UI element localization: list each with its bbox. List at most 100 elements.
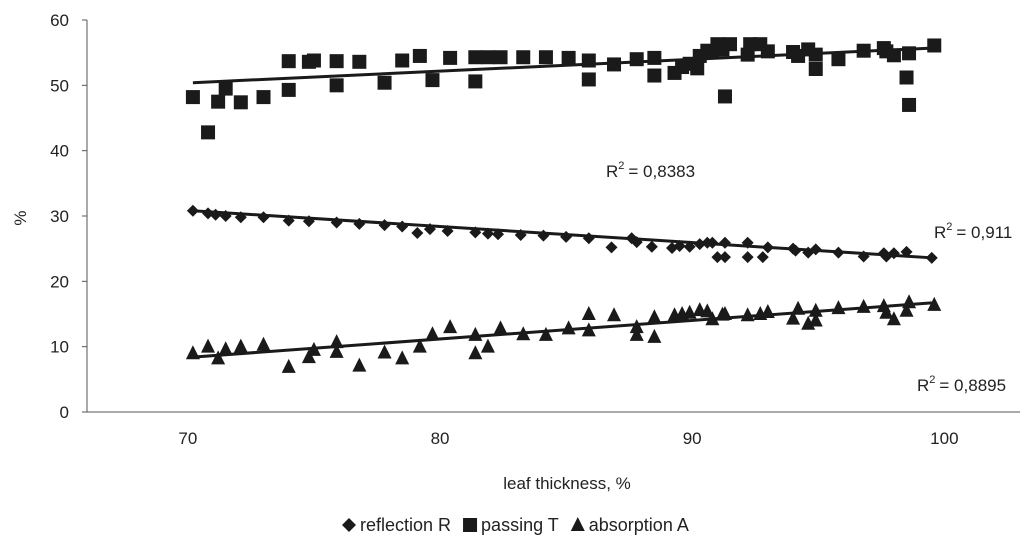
y-axis-ticks: 0 10 20 30 40 50 60	[50, 11, 87, 422]
triangle-point	[581, 306, 596, 320]
diamond-point	[378, 219, 391, 232]
square-point	[480, 50, 495, 65]
square-point	[899, 70, 914, 85]
square-point	[581, 53, 596, 68]
trendline-reflection	[192, 209, 932, 260]
y-tick-label: 30	[50, 207, 69, 226]
diamond-point	[693, 238, 706, 251]
diamond-point	[887, 247, 900, 260]
diamond-point	[411, 226, 424, 239]
data-points	[185, 37, 942, 373]
square-point	[468, 50, 483, 65]
triangle-point	[395, 350, 410, 365]
triangle-point	[211, 350, 226, 365]
diamond-point	[441, 225, 454, 238]
diamond-point	[761, 241, 774, 254]
triangle-point	[329, 334, 344, 349]
square-point	[281, 82, 296, 97]
diamond-point	[234, 211, 247, 224]
diamond-point	[560, 230, 573, 243]
square-point	[329, 78, 344, 93]
triangle-point	[740, 307, 755, 322]
diamond-point	[683, 240, 696, 253]
square-point	[306, 53, 321, 68]
triangle-point	[468, 345, 483, 360]
square-point	[412, 48, 427, 63]
triangle-point	[786, 310, 801, 325]
legend-label: absorption A	[589, 515, 689, 535]
square-point	[808, 47, 823, 62]
legend-marker-triangle	[570, 517, 585, 531]
diamond-point	[789, 244, 802, 257]
square-point	[902, 46, 917, 61]
y-tick-label: 60	[50, 11, 69, 30]
diamond-point	[706, 236, 719, 249]
triangle-point	[629, 326, 644, 341]
triangle-point	[329, 343, 344, 358]
triangle-point	[647, 309, 662, 324]
diamond-point	[582, 232, 595, 245]
square-point	[233, 95, 248, 110]
square-point	[856, 43, 871, 58]
trendlines	[192, 46, 932, 359]
diamond-point	[711, 251, 724, 264]
diamond-point	[741, 251, 754, 264]
square-point	[493, 50, 508, 65]
y-tick-label: 50	[50, 76, 69, 95]
diamond-point	[396, 220, 409, 233]
diamond-point	[423, 223, 436, 236]
square-point	[201, 125, 216, 140]
triangle-point	[682, 304, 697, 319]
triangle-point	[791, 300, 806, 315]
triangle-point	[886, 311, 901, 326]
square-point	[561, 50, 576, 65]
square-point	[927, 38, 942, 53]
series-reflection	[186, 204, 938, 264]
triangle-point	[218, 341, 233, 356]
diamond-point	[605, 241, 618, 254]
square-point	[647, 68, 662, 83]
x-axis-ticks: 70 80 90 100	[178, 429, 958, 448]
diamond-point	[353, 217, 366, 230]
legend-label: reflection R	[360, 515, 451, 535]
y-tick-label: 20	[50, 272, 69, 291]
y-tick-label: 40	[50, 142, 69, 161]
diamond-point	[492, 228, 505, 241]
diamond-point	[257, 211, 270, 224]
y-tick-label: 10	[50, 338, 69, 357]
triangle-point	[561, 320, 576, 335]
triangle-point	[927, 296, 942, 311]
square-point	[607, 57, 622, 72]
triangle-point	[233, 338, 248, 353]
square-point	[281, 54, 296, 69]
square-point	[808, 62, 823, 76]
triangle-point	[831, 300, 846, 315]
diamond-point	[900, 245, 913, 258]
square-point	[443, 50, 458, 65]
legend: reflection R passing T absorption A	[342, 515, 689, 535]
square-point	[395, 53, 410, 68]
diamond-point	[219, 210, 232, 222]
diamond-point	[832, 246, 845, 259]
diamond-point	[756, 251, 769, 264]
square-point	[425, 73, 440, 88]
x-tick-label: 100	[930, 429, 958, 448]
x-axis-label: leaf thickness, %	[503, 474, 631, 493]
triangle-point	[468, 326, 483, 341]
square-point	[717, 89, 732, 104]
square-point	[647, 50, 662, 65]
series-absorption	[185, 294, 942, 373]
triangle-point	[808, 312, 823, 327]
square-point	[468, 74, 483, 89]
diamond-point	[514, 228, 527, 241]
triangle-point	[480, 338, 495, 353]
diamond-point	[718, 251, 731, 264]
square-point	[886, 48, 901, 63]
square-point	[902, 97, 917, 112]
diamond-point	[282, 214, 295, 227]
square-point	[211, 94, 226, 109]
trendline-absorption	[192, 301, 932, 359]
square-point	[185, 90, 200, 105]
diamond-point	[481, 227, 494, 240]
triangle-point	[306, 341, 321, 356]
